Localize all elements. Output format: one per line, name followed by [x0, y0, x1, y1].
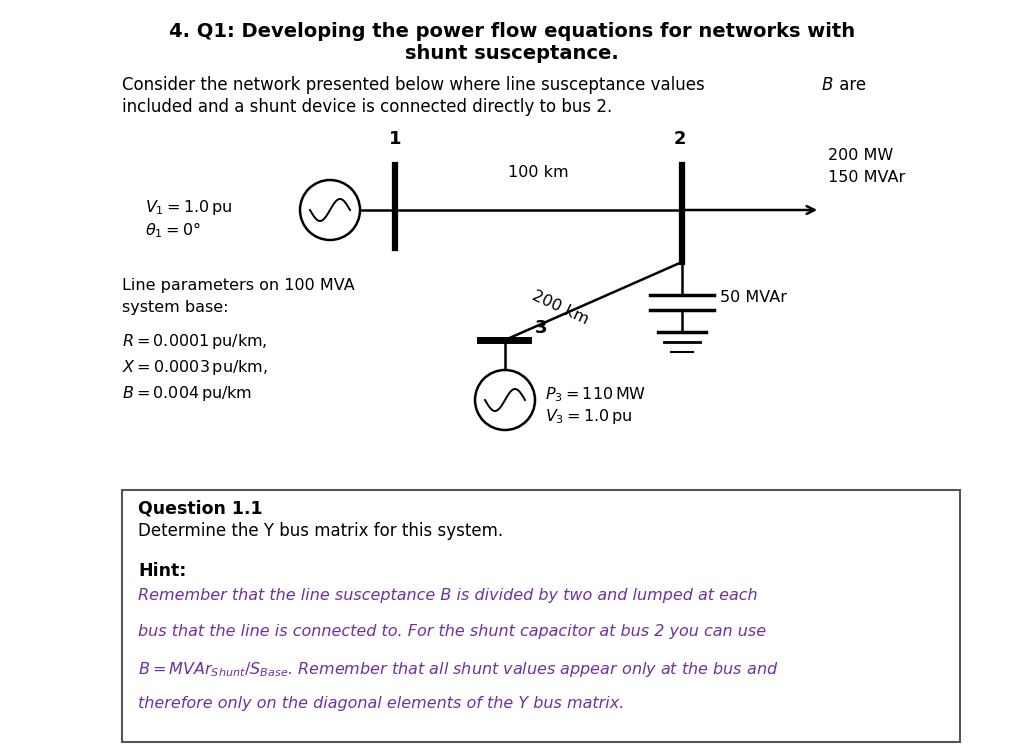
Text: shunt susceptance.: shunt susceptance. [406, 44, 618, 63]
Text: Question 1.1: Question 1.1 [138, 500, 262, 518]
Text: 50 MVAr: 50 MVAr [720, 290, 787, 305]
Text: 3: 3 [535, 319, 548, 337]
Text: Remember that the line susceptance B is divided by two and lumped at each: Remember that the line susceptance B is … [138, 588, 758, 603]
Text: 2: 2 [674, 130, 686, 148]
Text: Determine the Y bus matrix for this system.: Determine the Y bus matrix for this syst… [138, 522, 503, 540]
Text: $V_3 = 1.0\,\mathrm{pu}$: $V_3 = 1.0\,\mathrm{pu}$ [545, 407, 632, 426]
Text: $P_3 = 110\,\mathrm{MW}$: $P_3 = 110\,\mathrm{MW}$ [545, 385, 646, 404]
Text: $B = MVAr_{Shunt}/S_{Base}$. Remember that all shunt values appear only at the b: $B = MVAr_{Shunt}/S_{Base}$. Remember th… [138, 660, 778, 679]
Text: $B = 0.004\,\mathrm{pu/km}$: $B = 0.004\,\mathrm{pu/km}$ [122, 384, 252, 403]
Text: system base:: system base: [122, 300, 228, 315]
Text: B: B [822, 76, 834, 94]
Text: therefore only on the diagonal elements of the Y bus matrix.: therefore only on the diagonal elements … [138, 696, 625, 711]
Text: bus that the line is connected to. For the shunt capacitor at bus 2 you can use: bus that the line is connected to. For t… [138, 624, 766, 639]
Text: 150 MVAr: 150 MVAr [828, 170, 905, 185]
Text: 200 MW: 200 MW [828, 148, 893, 163]
Text: are: are [834, 76, 866, 94]
Text: included and a shunt device is connected directly to bus 2.: included and a shunt device is connected… [122, 98, 612, 116]
Text: Consider the network presented below where line susceptance values: Consider the network presented below whe… [122, 76, 710, 94]
Text: 1: 1 [389, 130, 401, 148]
Text: 100 km: 100 km [508, 165, 568, 180]
Text: $R = 0.0001\,\mathrm{pu/km},$: $R = 0.0001\,\mathrm{pu/km},$ [122, 332, 267, 351]
Text: $X = 0.0003\,\mathrm{pu/km},$: $X = 0.0003\,\mathrm{pu/km},$ [122, 358, 268, 377]
Text: Line parameters on 100 MVA: Line parameters on 100 MVA [122, 278, 354, 293]
Text: Hint:: Hint: [138, 562, 186, 580]
Bar [122, 490, 961, 742]
Text: $\theta_1 = 0°$: $\theta_1 = 0°$ [145, 220, 201, 240]
Text: 200 km: 200 km [529, 289, 591, 328]
Text: $V_1 = 1.0\,\mathrm{pu}$: $V_1 = 1.0\,\mathrm{pu}$ [145, 198, 232, 217]
Text: 4. Q1: Developing the power flow equations for networks with: 4. Q1: Developing the power flow equatio… [169, 22, 855, 41]
